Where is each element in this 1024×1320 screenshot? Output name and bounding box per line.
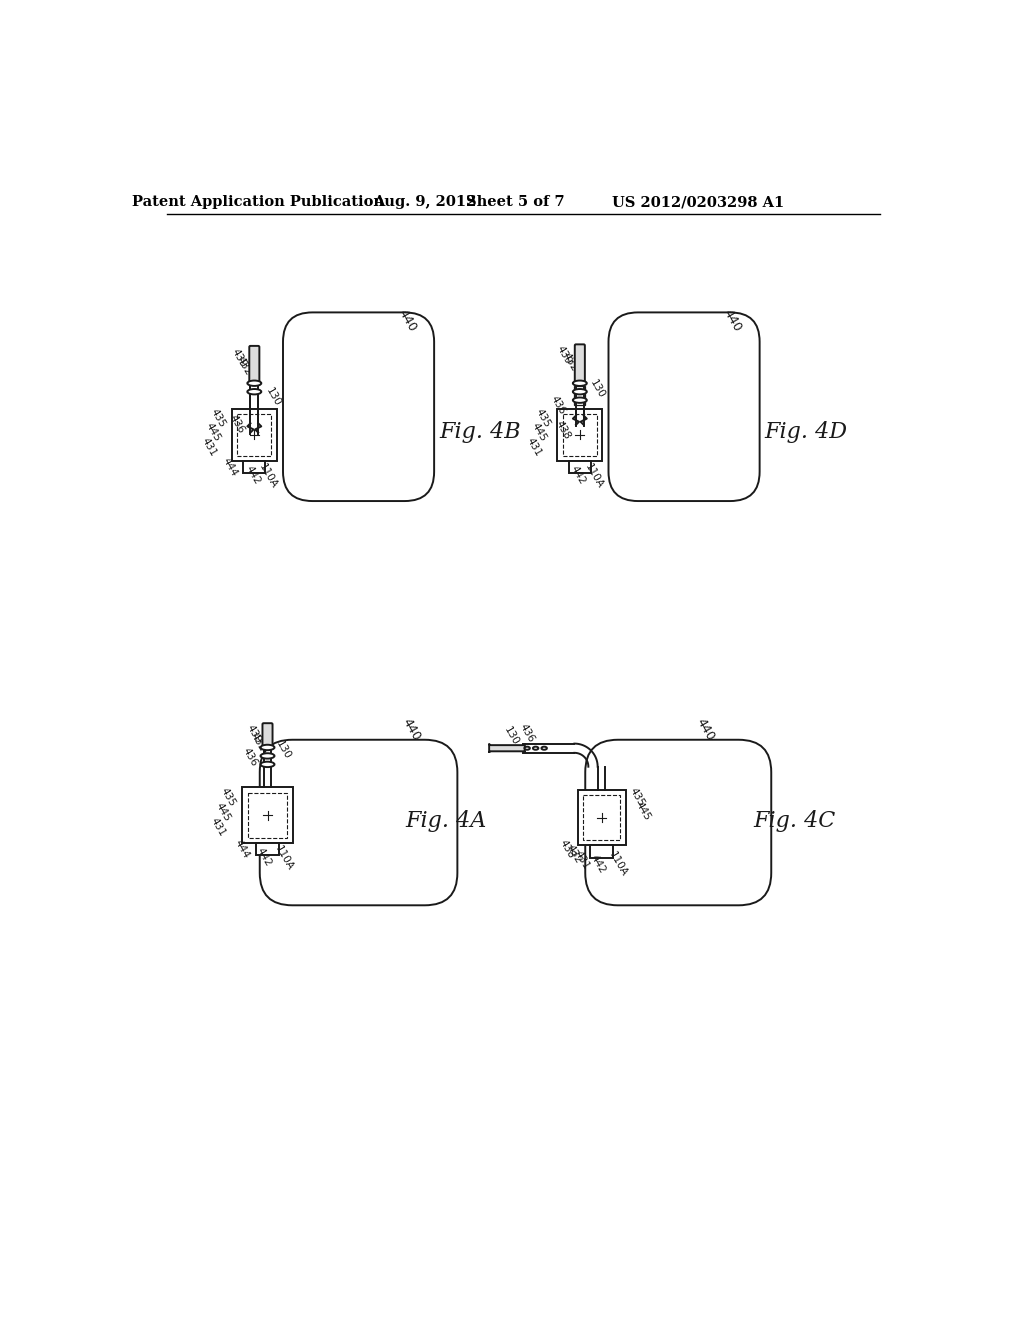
Bar bbox=[557, 409, 602, 461]
Text: Fig. 4A: Fig. 4A bbox=[406, 809, 486, 832]
Text: 110A: 110A bbox=[272, 845, 295, 873]
Ellipse shape bbox=[260, 762, 274, 767]
Bar bbox=[563, 414, 597, 455]
Text: 445: 445 bbox=[214, 801, 232, 824]
FancyBboxPatch shape bbox=[283, 313, 434, 502]
Ellipse shape bbox=[572, 389, 587, 395]
Bar bbox=[244, 461, 265, 474]
Text: 435: 435 bbox=[535, 407, 553, 429]
Text: 436: 436 bbox=[518, 722, 537, 744]
Ellipse shape bbox=[248, 389, 261, 395]
Text: 431: 431 bbox=[208, 817, 226, 838]
Bar bbox=[248, 793, 288, 837]
FancyBboxPatch shape bbox=[260, 739, 458, 906]
Text: 444: 444 bbox=[220, 457, 239, 478]
Text: US 2012/0203298 A1: US 2012/0203298 A1 bbox=[611, 195, 783, 210]
Ellipse shape bbox=[260, 744, 274, 750]
Text: 432: 432 bbox=[234, 355, 254, 378]
Text: 432: 432 bbox=[565, 843, 584, 866]
Text: Aug. 9, 2012: Aug. 9, 2012 bbox=[373, 195, 476, 210]
Text: 442: 442 bbox=[254, 846, 273, 867]
Text: 435: 435 bbox=[219, 785, 238, 808]
Text: Fig. 4B: Fig. 4B bbox=[440, 421, 521, 442]
Ellipse shape bbox=[572, 397, 587, 403]
Text: Sheet 5 of 7: Sheet 5 of 7 bbox=[466, 195, 565, 210]
Text: 445: 445 bbox=[204, 421, 222, 442]
FancyBboxPatch shape bbox=[608, 313, 760, 502]
Text: 130: 130 bbox=[273, 739, 292, 760]
Text: 130: 130 bbox=[588, 379, 606, 400]
Text: 442: 442 bbox=[589, 853, 607, 875]
Text: 442: 442 bbox=[569, 463, 588, 486]
Bar bbox=[583, 795, 621, 840]
Ellipse shape bbox=[248, 380, 261, 385]
Text: 110A: 110A bbox=[583, 462, 605, 491]
Text: 432: 432 bbox=[560, 351, 579, 374]
FancyBboxPatch shape bbox=[489, 743, 524, 752]
Text: 440: 440 bbox=[721, 306, 744, 334]
Ellipse shape bbox=[572, 380, 587, 385]
Text: 435: 435 bbox=[209, 407, 227, 429]
Text: Fig. 4C: Fig. 4C bbox=[754, 809, 836, 832]
Text: 439: 439 bbox=[245, 723, 263, 746]
Text: 436: 436 bbox=[241, 746, 260, 768]
FancyBboxPatch shape bbox=[262, 723, 272, 748]
Text: 439: 439 bbox=[555, 343, 573, 366]
FancyBboxPatch shape bbox=[586, 739, 771, 906]
Text: Patent Application Publication: Patent Application Publication bbox=[132, 195, 384, 210]
Text: 435: 435 bbox=[628, 787, 646, 809]
Bar bbox=[243, 788, 293, 843]
Text: 130: 130 bbox=[264, 385, 283, 408]
FancyBboxPatch shape bbox=[249, 346, 259, 383]
Text: 431: 431 bbox=[200, 436, 218, 458]
Bar bbox=[574, 385, 586, 405]
Bar bbox=[590, 845, 613, 858]
Text: 110A: 110A bbox=[257, 462, 280, 491]
Text: 440: 440 bbox=[399, 717, 423, 743]
Text: 445: 445 bbox=[529, 421, 548, 442]
Text: 440: 440 bbox=[395, 306, 419, 334]
Text: 431: 431 bbox=[572, 849, 592, 871]
Text: 432: 432 bbox=[249, 731, 267, 754]
Text: 431: 431 bbox=[525, 436, 544, 458]
Text: 110A: 110A bbox=[607, 850, 629, 878]
Bar bbox=[578, 789, 626, 845]
Ellipse shape bbox=[542, 747, 547, 750]
Ellipse shape bbox=[532, 747, 539, 750]
Text: 444: 444 bbox=[232, 838, 251, 861]
FancyBboxPatch shape bbox=[574, 345, 585, 383]
Bar bbox=[256, 843, 280, 855]
Text: Fig. 4D: Fig. 4D bbox=[765, 421, 848, 442]
Text: 436: 436 bbox=[228, 413, 247, 436]
Text: 445: 445 bbox=[633, 800, 652, 822]
Text: 438: 438 bbox=[554, 420, 572, 441]
Text: 436: 436 bbox=[549, 393, 567, 416]
Text: 130: 130 bbox=[503, 725, 521, 747]
Text: 440: 440 bbox=[694, 717, 717, 743]
Text: 438: 438 bbox=[557, 838, 575, 861]
Ellipse shape bbox=[260, 754, 274, 759]
Bar bbox=[231, 409, 276, 461]
Ellipse shape bbox=[524, 747, 529, 750]
Bar bbox=[569, 461, 591, 474]
Text: 442: 442 bbox=[244, 463, 262, 486]
Text: 439: 439 bbox=[229, 347, 248, 370]
Bar bbox=[238, 414, 271, 455]
